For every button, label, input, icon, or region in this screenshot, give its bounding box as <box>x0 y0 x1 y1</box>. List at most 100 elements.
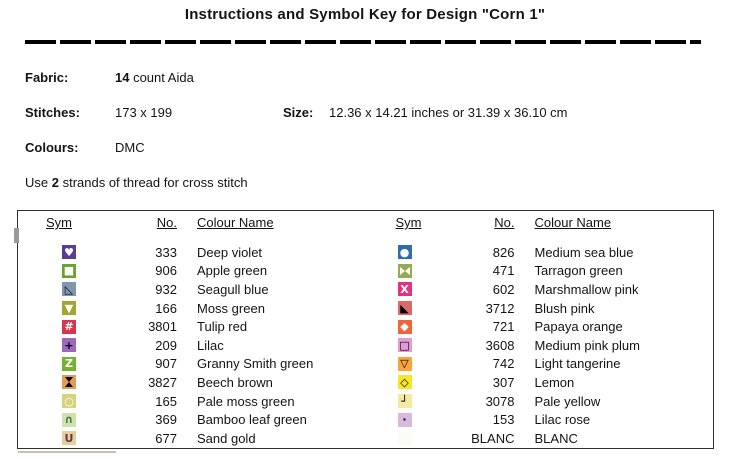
key-row: 3827 Beech brown <box>18 373 366 392</box>
thread-number: 307 <box>492 374 515 390</box>
colour-name: Apple green <box>197 263 268 279</box>
colour-name: Blush pink <box>534 300 595 316</box>
colour-name: Lilac <box>197 337 224 353</box>
letter-x-icon: X <box>397 282 412 297</box>
key-row: ■ 906 Apple green <box>18 262 366 281</box>
scrollbar-artifact <box>14 228 19 243</box>
key-row: · 153 Lilac rose <box>366 410 714 429</box>
key-row: ○ 165 Pale moss green <box>18 392 366 411</box>
key-row: U 677 Sand gold <box>18 429 366 448</box>
colour-name: Sand gold <box>197 430 256 446</box>
diamond-outline-icon: ◇ <box>397 375 412 390</box>
thread-number: 826 <box>492 244 515 260</box>
colour-name: Beech brown <box>197 374 273 390</box>
key-row: ♥ 333 Deep violet <box>18 243 366 262</box>
key-row: ┘ 3078 Pale yellow <box>366 392 714 411</box>
key-row: ◇ 307 Lemon <box>366 373 714 392</box>
colour-name: Granny Smith green <box>197 356 314 372</box>
key-row: ◺ 932 Seagull blue <box>18 280 366 299</box>
triangle-lower-left-filled-icon: ◣ <box>397 301 412 316</box>
header-sym: Sym <box>46 215 72 230</box>
fabric-value: 14 count Aida <box>115 70 194 85</box>
key-row: ∩ 369 Bamboo leaf green <box>18 410 366 429</box>
colour-name: Deep violet <box>197 244 263 260</box>
strands-note: Use 2 strands of thread for cross stitch <box>25 175 248 190</box>
colours-label: Colours: <box>25 140 79 155</box>
thread-number: 906 <box>155 263 177 279</box>
key-row: ▼ 166 Moss green <box>18 299 366 318</box>
thread-number: 677 <box>155 430 177 446</box>
letter-z-icon: Z <box>62 356 76 371</box>
key-table-header: Sym No. Colour Name <box>366 214 714 231</box>
key-table-left-half: Sym No. Colour Name ♥ 333 Deep violet ■ … <box>18 211 366 448</box>
stitches-value: 173 x 199 <box>115 105 173 120</box>
fabric-rest: count Aida <box>129 70 194 85</box>
symbol-key-table: Sym No. Colour Name ♥ 333 Deep violet ■ … <box>17 210 714 449</box>
square-outline-icon: □ <box>397 338 412 353</box>
thread-number: BLANC <box>471 430 515 446</box>
diamond-filled-icon: ◆ <box>397 319 412 334</box>
thread-number: 471 <box>492 263 515 279</box>
key-row: BLANC BLANC <box>366 429 714 448</box>
stitches-label: Stitches: <box>25 105 80 120</box>
header-sym: Sym <box>395 215 422 230</box>
colour-name: Medium sea blue <box>534 244 634 260</box>
strands-prefix: Use <box>25 175 52 190</box>
colour-name: BLANC <box>534 430 578 446</box>
colour-name: Lilac rose <box>534 412 591 428</box>
size-label: Size: <box>283 105 314 120</box>
hourglass-icon <box>62 375 76 390</box>
bowtie-icon <box>397 263 412 278</box>
key-row: + 209 Lilac <box>18 336 366 355</box>
circle-outline-icon: ○ <box>62 394 76 409</box>
key-row: ▽ 742 Light tangerine <box>366 355 714 374</box>
colour-name: Bamboo leaf green <box>197 412 307 428</box>
fabric-label: Fabric: <box>25 70 69 85</box>
thread-number: 3078 <box>485 393 515 409</box>
key-table-header: Sym No. Colour Name <box>18 214 366 231</box>
colour-name: Marshmallow pink <box>534 281 639 297</box>
colour-name: Moss green <box>197 300 265 316</box>
heart-icon: ♥ <box>62 245 76 260</box>
colour-name: Medium pink plum <box>534 337 641 353</box>
header-no: No. <box>156 215 177 230</box>
title-divider-rule <box>25 40 701 44</box>
colour-name: Pale moss green <box>197 393 295 409</box>
strands-suffix: strands of thread for cross stitch <box>58 175 248 190</box>
key-row: Z 907 Granny Smith green <box>18 355 366 374</box>
thread-number: 165 <box>155 393 177 409</box>
key-table-right-half: Sym No. Colour Name ● 826 Medium sea blu… <box>366 211 714 448</box>
square-filled-icon: ■ <box>62 263 76 278</box>
thread-number: 209 <box>155 337 177 353</box>
thread-number: 166 <box>155 300 177 316</box>
size-value: 12.36 x 14.21 inches or 31.39 x 36.10 cm <box>329 105 568 120</box>
table-edge-artifact <box>18 451 116 453</box>
thread-number: 3608 <box>485 337 515 353</box>
key-row: □ 3608 Medium pink plum <box>366 336 714 355</box>
thread-number: 742 <box>492 356 515 372</box>
hash-icon: # <box>62 319 76 334</box>
plus-icon: + <box>62 338 76 353</box>
key-rows-left: ♥ 333 Deep violet ■ 906 Apple green ◺ 93… <box>18 243 366 448</box>
colour-name: Papaya orange <box>534 319 623 335</box>
key-row: X 602 Marshmallow pink <box>366 280 714 299</box>
colour-name: Tarragon green <box>534 263 623 279</box>
header-colour-name: Colour Name <box>534 215 612 230</box>
corner-bottom-right-icon: ┘ <box>397 394 412 409</box>
key-row: ◣ 3712 Blush pink <box>366 299 714 318</box>
thread-number: 3712 <box>485 300 515 316</box>
strands-count: 2 <box>51 175 59 190</box>
dot-icon: · <box>397 412 412 427</box>
colours-value: DMC <box>115 140 145 155</box>
circle-filled-icon: ● <box>397 245 412 260</box>
thread-number: 721 <box>492 319 515 335</box>
thread-number: 3827 <box>148 374 177 390</box>
letter-u-icon: U <box>62 431 76 446</box>
colour-name: Tulip red <box>197 319 248 335</box>
triangle-lower-left-icon: ◺ <box>62 282 76 297</box>
thread-number: 333 <box>155 244 177 260</box>
page-title: Instructions and Symbol Key for Design "… <box>184 6 546 23</box>
key-row: ◆ 721 Papaya orange <box>366 317 714 336</box>
header-colour-name: Colour Name <box>197 215 274 230</box>
